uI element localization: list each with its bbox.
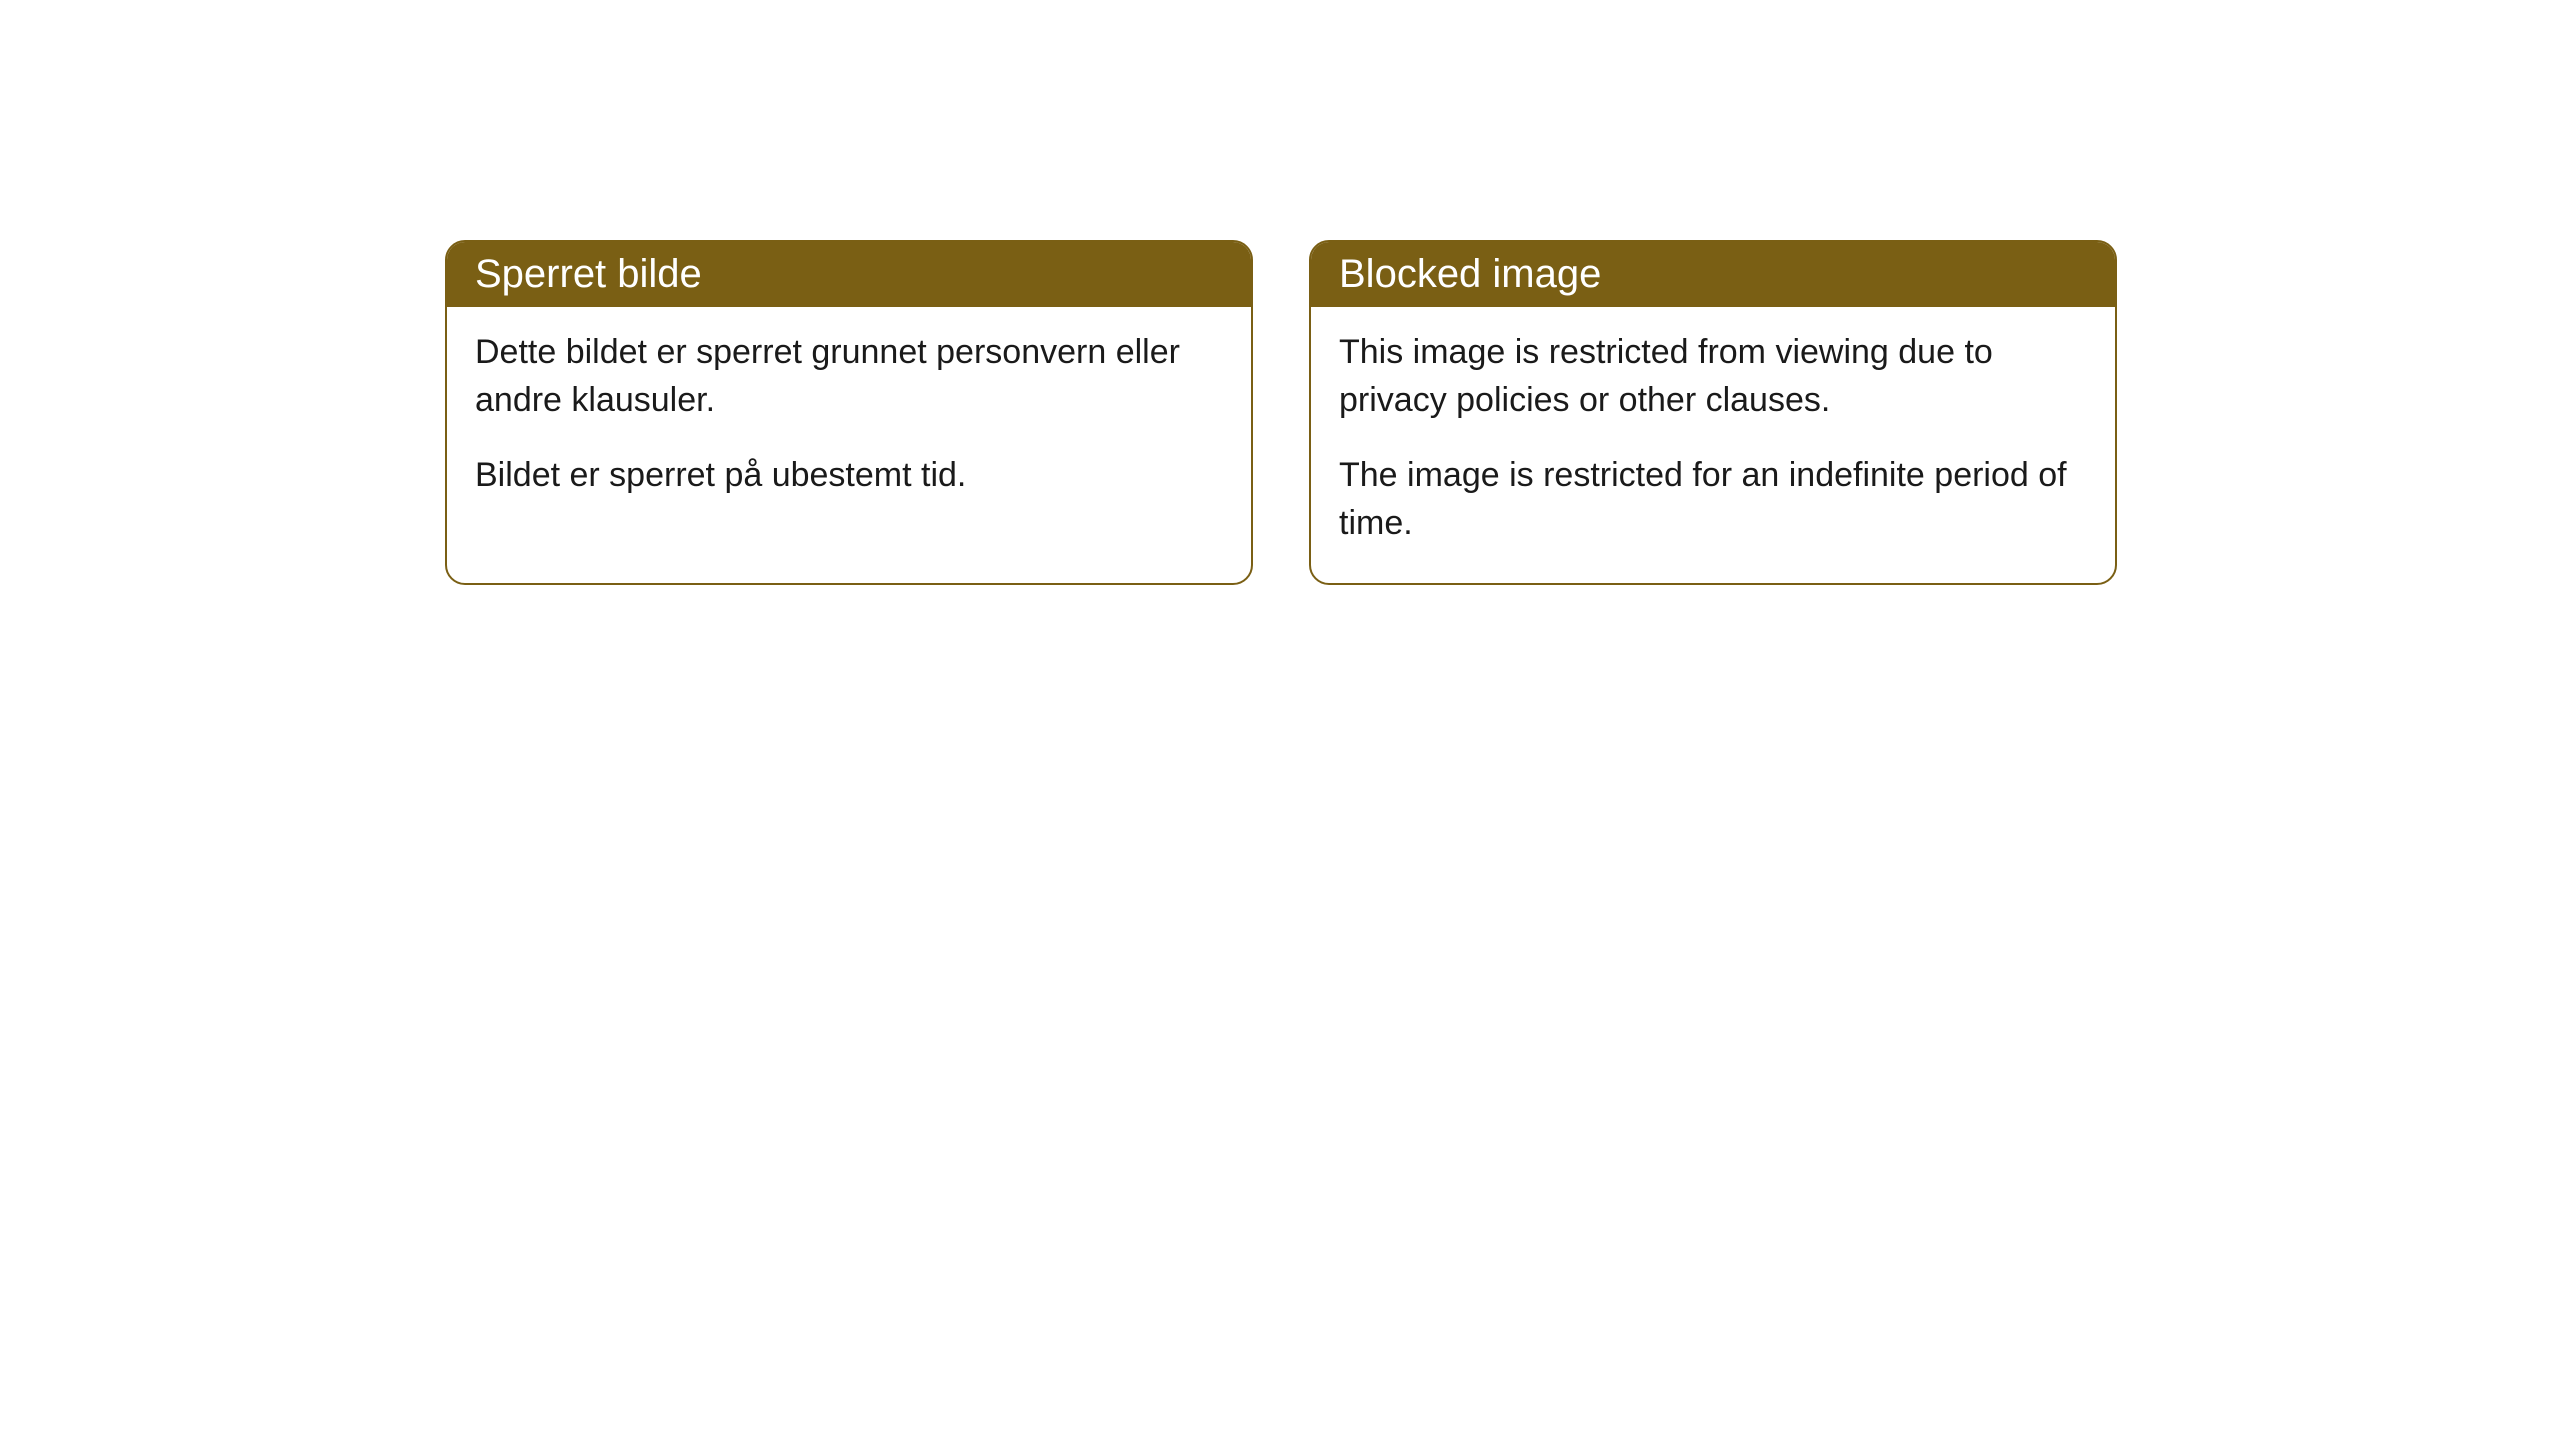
card-paragraph: Bildet er sperret på ubestemt tid.: [475, 452, 1223, 500]
card-paragraph: This image is restricted from viewing du…: [1339, 329, 2087, 424]
card-header: Sperret bilde: [447, 242, 1251, 307]
blocked-image-card-english: Blocked image This image is restricted f…: [1309, 240, 2117, 585]
card-body: This image is restricted from viewing du…: [1311, 307, 2115, 583]
card-title: Blocked image: [1339, 252, 1601, 296]
card-body: Dette bildet er sperret grunnet personve…: [447, 307, 1251, 536]
card-paragraph: The image is restricted for an indefinit…: [1339, 452, 2087, 547]
cards-container: Sperret bilde Dette bildet er sperret gr…: [0, 0, 2560, 585]
blocked-image-card-norwegian: Sperret bilde Dette bildet er sperret gr…: [445, 240, 1253, 585]
card-title: Sperret bilde: [475, 252, 702, 296]
card-paragraph: Dette bildet er sperret grunnet personve…: [475, 329, 1223, 424]
card-header: Blocked image: [1311, 242, 2115, 307]
